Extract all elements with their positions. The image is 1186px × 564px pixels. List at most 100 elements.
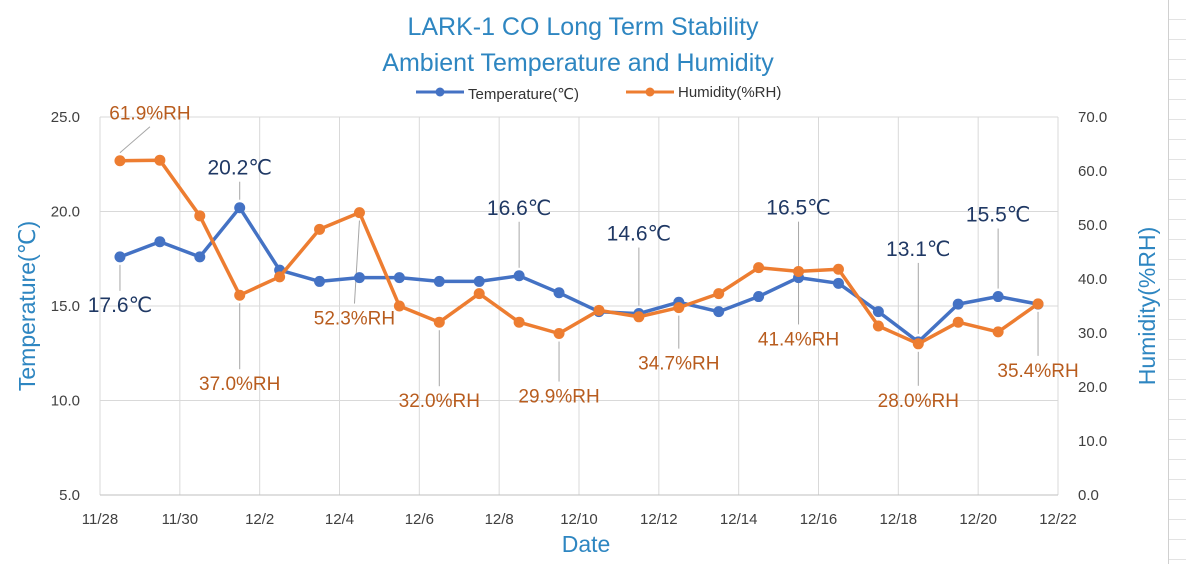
y-right-tick-label: 30.0 bbox=[1078, 325, 1107, 342]
axes: 5.0 10.0 15.0 20.0 25.0 0.0 10.0 20.0 30.0 40.0 50… bbox=[51, 109, 1107, 528]
data-point-humidity bbox=[393, 300, 405, 312]
y-right-tick-label: 60.0 bbox=[1078, 163, 1107, 180]
annotations: 17.6℃ 20.2℃ 16.6℃ 14.6℃ 16.5℃ 13.1℃ 15.5℃ 61.9%… bbox=[88, 104, 1079, 412]
leader-line-humidity bbox=[353, 220, 360, 304]
x-tick-label: 12/20 bbox=[959, 511, 997, 528]
x-tick-label: 11/28 bbox=[82, 511, 118, 528]
data-point-humidity bbox=[433, 316, 445, 328]
data-label-humidity: 37.0%RH bbox=[199, 374, 280, 395]
data-label-temperature: 13.1℃ bbox=[886, 238, 950, 261]
x-tick-label: 12/6 bbox=[405, 511, 434, 528]
data-point-humidity bbox=[633, 311, 645, 323]
legend-marker-temperature bbox=[435, 87, 445, 97]
data-label-humidity: 28.0%RH bbox=[878, 391, 959, 412]
data-label-humidity: 32.0%RH bbox=[399, 391, 480, 412]
chart-subtitle: Ambient Temperature and Humidity bbox=[382, 49, 774, 77]
data-label-temperature: 16.5℃ bbox=[766, 197, 830, 220]
data-point-humidity bbox=[234, 289, 246, 301]
annotation-leaders bbox=[119, 126, 1039, 387]
legend-item-temperature: Temperature(℃) bbox=[416, 86, 579, 103]
y-right-tick-label: 40.0 bbox=[1078, 271, 1107, 288]
data-point-humidity bbox=[353, 207, 365, 219]
data-point-humidity bbox=[314, 223, 326, 235]
data-point-humidity bbox=[473, 288, 485, 300]
data-label-humidity: 29.9%RH bbox=[518, 387, 599, 408]
data-label-humidity: 34.7%RH bbox=[638, 354, 719, 375]
data-point-temperature bbox=[314, 275, 326, 287]
data-point-humidity bbox=[513, 316, 525, 328]
leader-line-humidity bbox=[119, 126, 151, 154]
data-label-temperature: 15.5℃ bbox=[966, 204, 1030, 227]
legend-marker-humidity bbox=[645, 87, 655, 97]
y-left-tick-label: 5.0 bbox=[59, 487, 80, 504]
x-tick-label: 12/4 bbox=[325, 511, 354, 528]
y-left-tick-label: 25.0 bbox=[51, 109, 80, 126]
x-tick-label: 12/14 bbox=[720, 511, 758, 528]
data-point-temperature bbox=[393, 272, 405, 284]
data-point-humidity bbox=[753, 262, 765, 274]
data-label-humidity: 35.4%RH bbox=[997, 361, 1078, 382]
data-point-humidity bbox=[673, 302, 685, 314]
data-point-humidity bbox=[992, 326, 1004, 338]
data-point-temperature bbox=[473, 275, 485, 287]
data-point-temperature bbox=[872, 306, 884, 318]
data-point-humidity bbox=[952, 316, 964, 328]
data-point-temperature bbox=[353, 272, 365, 284]
data-point-humidity bbox=[593, 304, 605, 316]
data-point-temperature bbox=[832, 277, 844, 289]
series-line-humidity bbox=[119, 158, 1040, 346]
x-tick-label: 12/10 bbox=[560, 511, 598, 528]
data-point-humidity bbox=[154, 154, 166, 166]
data-point-temperature bbox=[513, 270, 525, 282]
data-point-humidity bbox=[832, 263, 844, 275]
data-point-humidity bbox=[1032, 298, 1044, 310]
x-tick-label: 11/30 bbox=[162, 511, 198, 528]
data-point-humidity bbox=[274, 271, 286, 283]
data-label-temperature: 14.6℃ bbox=[607, 223, 671, 246]
data-point-humidity bbox=[713, 288, 725, 300]
data-point-temperature bbox=[114, 251, 126, 263]
y-left-tick-label: 15.0 bbox=[51, 298, 80, 315]
gridlines bbox=[99, 116, 1059, 495]
y-left-tick-label: 20.0 bbox=[51, 204, 80, 221]
y-axis-left-title: Temperature(℃) bbox=[14, 221, 40, 391]
y-right-tick-label: 50.0 bbox=[1078, 217, 1107, 234]
x-tick-label: 12/18 bbox=[880, 511, 918, 528]
data-point-temperature bbox=[952, 298, 964, 310]
data-point-temperature bbox=[753, 291, 765, 303]
data-point-humidity bbox=[912, 338, 924, 350]
series bbox=[114, 154, 1044, 350]
y-right-tick-label: 10.0 bbox=[1078, 433, 1107, 450]
legend-item-humidity: Humidity(%RH) bbox=[626, 84, 781, 101]
data-label-temperature: 20.2℃ bbox=[207, 157, 271, 180]
x-tick-label: 12/8 bbox=[485, 511, 514, 528]
x-tick-label: 12/16 bbox=[800, 511, 838, 528]
data-label-humidity: 52.3%RH bbox=[314, 309, 395, 330]
data-point-humidity bbox=[872, 320, 884, 332]
data-point-humidity bbox=[793, 265, 805, 277]
y-right-tick-label: 0.0 bbox=[1078, 487, 1099, 504]
data-point-temperature bbox=[553, 287, 565, 299]
y-axis-right-title: Humidity(%RH) bbox=[1134, 227, 1160, 385]
x-axis-title: Date bbox=[562, 531, 611, 557]
data-point-humidity bbox=[114, 155, 126, 167]
data-point-temperature bbox=[992, 291, 1004, 303]
legend-label-temperature: Temperature(℃) bbox=[468, 86, 579, 103]
data-point-temperature bbox=[713, 306, 725, 318]
data-label-humidity: 41.4%RH bbox=[758, 329, 839, 350]
data-point-humidity bbox=[553, 328, 565, 340]
data-point-temperature bbox=[154, 236, 166, 248]
data-point-temperature bbox=[194, 251, 206, 263]
chart-title: LARK-1 CO Long Term Stability bbox=[407, 13, 759, 41]
data-point-temperature bbox=[234, 202, 246, 214]
x-tick-label: 12/12 bbox=[640, 511, 678, 528]
y-right-tick-label: 20.0 bbox=[1078, 379, 1107, 396]
x-tick-label: 12/22 bbox=[1039, 511, 1077, 528]
legend-label-humidity: Humidity(%RH) bbox=[678, 84, 781, 101]
data-label-humidity: 61.9%RH bbox=[109, 104, 190, 125]
data-point-humidity bbox=[194, 210, 206, 222]
data-label-temperature: 16.6℃ bbox=[487, 197, 551, 220]
x-tick-label: 12/2 bbox=[245, 511, 274, 528]
y-left-tick-label: 10.0 bbox=[51, 393, 80, 410]
